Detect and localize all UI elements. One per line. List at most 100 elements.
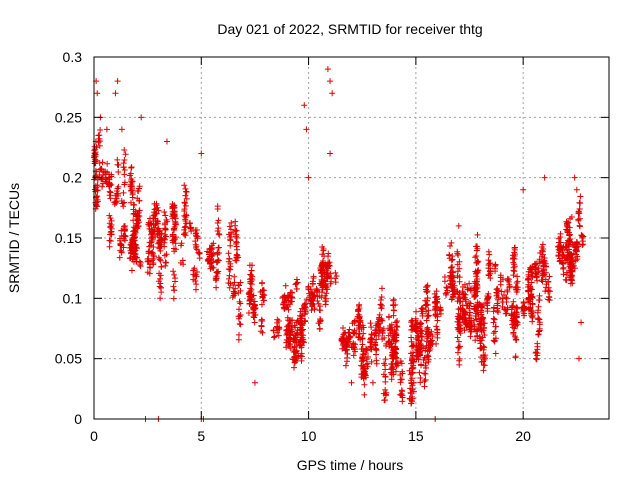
data-point <box>171 271 178 278</box>
data-point <box>97 166 104 173</box>
data-point <box>146 264 153 271</box>
data-point <box>473 269 480 276</box>
data-point <box>281 299 288 306</box>
data-point <box>251 319 258 326</box>
data-point <box>102 168 109 175</box>
data-point <box>135 214 142 221</box>
data-point <box>510 318 517 325</box>
data-point <box>538 243 545 250</box>
data-point <box>382 386 389 393</box>
data-point <box>121 167 128 174</box>
data-point <box>118 126 125 133</box>
y-tick-label: 0.1 <box>63 290 83 306</box>
data-point <box>301 302 308 309</box>
y-axis-label: SRMTID / TECUs <box>6 183 22 293</box>
data-point <box>481 362 488 369</box>
data-point <box>424 282 431 289</box>
data-point <box>362 350 369 357</box>
data-point <box>127 250 134 257</box>
data-point <box>480 315 487 322</box>
data-point <box>275 332 282 339</box>
data-point <box>418 337 425 344</box>
data-point <box>162 212 169 219</box>
data-point <box>480 325 487 332</box>
data-point <box>309 295 316 302</box>
data-point <box>293 339 300 346</box>
data-point <box>106 188 113 195</box>
data-point <box>437 310 444 317</box>
data-point <box>226 284 233 291</box>
data-point <box>398 360 405 367</box>
data-point <box>543 263 550 270</box>
data-point <box>454 298 461 305</box>
y-tick-label: 0.15 <box>55 230 82 246</box>
data-point <box>480 358 487 365</box>
data-point <box>390 302 397 309</box>
data-point <box>392 368 399 375</box>
data-point <box>529 300 536 307</box>
data-point <box>137 263 144 270</box>
data-point <box>133 244 140 251</box>
data-point <box>132 225 139 232</box>
data-point <box>513 304 520 311</box>
data-point <box>379 327 386 334</box>
x-tick-label: 5 <box>197 428 205 444</box>
data-point <box>434 331 441 338</box>
data-point <box>540 272 547 279</box>
data-point <box>421 378 428 385</box>
data-point <box>474 327 481 334</box>
data-point <box>235 315 242 322</box>
data-point <box>129 185 136 192</box>
data-point <box>287 331 294 338</box>
data-point <box>510 264 517 271</box>
data-point <box>170 225 177 232</box>
data-point <box>432 303 439 310</box>
data-point <box>282 282 289 289</box>
data-point <box>410 379 417 386</box>
data-point <box>172 220 179 227</box>
data-point <box>157 295 164 302</box>
data-point <box>233 227 240 234</box>
data-point <box>319 286 326 293</box>
data-point <box>194 269 201 276</box>
data-point <box>225 275 232 282</box>
data-point <box>410 388 417 395</box>
data-point <box>293 280 300 287</box>
data-point <box>251 306 258 313</box>
data-point <box>415 352 422 359</box>
data-point <box>130 235 137 242</box>
data-point <box>157 236 164 243</box>
data-point <box>534 277 541 284</box>
data-point <box>567 215 574 222</box>
data-point <box>325 250 332 257</box>
data-point <box>133 254 140 261</box>
data-point <box>145 258 152 265</box>
data-point <box>454 289 461 296</box>
data-point <box>454 349 461 356</box>
data-point <box>179 257 186 264</box>
data-point <box>368 344 375 351</box>
data-point <box>456 315 463 322</box>
data-point <box>228 229 235 236</box>
data-point <box>471 285 478 292</box>
data-point <box>381 360 388 367</box>
data-point <box>226 272 233 279</box>
data-point <box>532 350 539 357</box>
data-point <box>557 230 564 237</box>
data-point <box>474 333 481 340</box>
data-point <box>134 195 141 202</box>
data-point <box>94 90 101 97</box>
data-point <box>299 338 306 345</box>
data-point <box>492 350 499 357</box>
data-point <box>448 296 455 303</box>
data-point <box>157 272 164 279</box>
data-point <box>182 223 189 230</box>
data-point <box>156 245 163 252</box>
data-point <box>572 257 579 264</box>
data-point <box>215 225 222 232</box>
data-point <box>96 160 103 167</box>
data-point <box>455 222 462 229</box>
data-point <box>342 346 349 353</box>
data-point <box>398 392 405 399</box>
data-point <box>192 286 199 293</box>
